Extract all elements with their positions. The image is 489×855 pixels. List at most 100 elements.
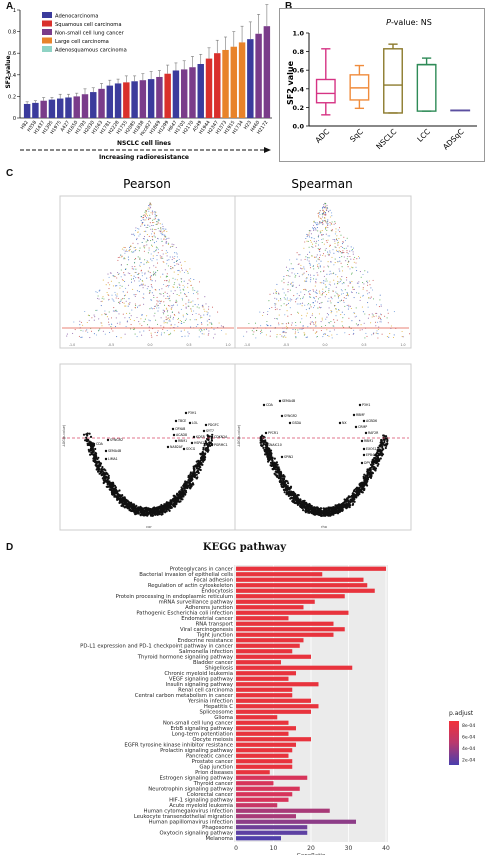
volcano-point: [357, 493, 360, 496]
scatter-point: [316, 264, 319, 266]
scatter-point: [338, 250, 340, 252]
scatter-point: [173, 244, 175, 246]
scatter-point: [154, 289, 156, 291]
scatter-point: [66, 335, 68, 337]
scatter-point: [341, 290, 343, 292]
kegg-bar: [236, 819, 356, 824]
scatter-point: [368, 280, 370, 282]
kegg-category-label: Prolactin signaling pathway: [160, 748, 233, 754]
scatter-point: [111, 298, 113, 300]
volcano-point: [142, 512, 145, 515]
scatter-point: [178, 321, 180, 323]
scatter-point: [352, 251, 354, 253]
scatter-point: [163, 283, 165, 286]
scatter-point: [200, 328, 202, 330]
volcano-point: [184, 489, 187, 492]
scatter-point: [279, 309, 281, 311]
scatter-point: [278, 292, 280, 294]
scatter-point: [121, 248, 123, 250]
scatter-point: [311, 237, 313, 239]
volcano-point: [197, 471, 200, 474]
volcano-point: [373, 466, 376, 469]
scatter-point: [168, 320, 170, 322]
pearson-gene-label: KDSR: [196, 435, 206, 439]
scatter-point: [208, 306, 210, 308]
scatter-point: [183, 286, 185, 288]
panel-a-x-tick-label: H460: [249, 120, 261, 134]
scatter-point: [324, 324, 327, 327]
scatter-point: [182, 314, 184, 316]
scatter-point: [139, 323, 141, 325]
scatter-point: [177, 274, 179, 276]
scatter-point: [150, 253, 152, 255]
spearman-gene-label: P3H1: [362, 403, 370, 407]
scatter-point: [274, 297, 276, 299]
scatter-point: [349, 281, 352, 283]
scatter-point: [171, 307, 173, 309]
scatter-point: [326, 229, 328, 231]
scatter-point: [116, 285, 118, 287]
volcano-point: [366, 468, 369, 471]
scatter-point: [202, 306, 204, 308]
scatter-point: [283, 297, 285, 299]
scatter-point: [326, 207, 328, 209]
scatter-point: [173, 314, 175, 316]
scatter-point: [342, 317, 344, 319]
scatter-point: [188, 333, 190, 335]
scatter-point: [353, 261, 355, 263]
scatter-point: [319, 217, 321, 219]
scatter-point: [321, 214, 323, 216]
scatter-point: [357, 325, 359, 327]
scatter-point: [157, 252, 159, 254]
scatter-point: [274, 289, 276, 291]
scatter-point: [306, 277, 308, 279]
volcano-point: [200, 456, 203, 459]
volcano-point: [332, 511, 336, 515]
scatter-point: [300, 291, 302, 293]
volcano-point: [273, 457, 276, 460]
scatter-point: [217, 311, 219, 313]
volcano-point: [287, 490, 290, 494]
scatter-point: [147, 219, 150, 221]
volcano-point: [269, 461, 273, 464]
scatter-point: [170, 266, 172, 268]
scatter-point: [187, 283, 189, 285]
volcano-point: [109, 485, 113, 489]
scatter-point: [146, 288, 148, 290]
scatter-point: [80, 321, 82, 323]
scatter-point: [321, 282, 323, 284]
scatter-point: [159, 255, 161, 257]
volcano-point: [316, 508, 319, 511]
scatter-point: [97, 295, 99, 297]
scatter-point: [165, 307, 167, 309]
scatter-point: [130, 324, 132, 326]
volcano-point: [189, 478, 192, 481]
scatter-point: [102, 279, 104, 281]
volcano-point: [85, 433, 88, 436]
scatter-point: [129, 318, 131, 320]
scatter-point: [140, 215, 143, 218]
panel-a-x-tick-label: H82: [20, 120, 30, 131]
scatter-point: [314, 291, 316, 293]
kegg-bar: [236, 588, 375, 593]
volcano-point: [380, 441, 383, 444]
volcano-point: [183, 486, 186, 489]
scatter-point: [291, 299, 293, 301]
volcano-point: [110, 488, 113, 492]
scatter-point: [100, 300, 102, 302]
scatter-point: [278, 300, 280, 302]
scatter-point: [318, 302, 321, 305]
scatter-point: [320, 294, 322, 296]
scatter-point: [153, 294, 155, 296]
volcano-point: [383, 439, 386, 442]
scatter-point: [156, 247, 158, 249]
volcano-point: [297, 501, 300, 504]
spearman-gene-point: [278, 399, 282, 403]
scatter-point: [144, 318, 146, 320]
scatter-point: [262, 314, 264, 317]
scatter-point: [317, 236, 320, 238]
scatter-point: [141, 275, 143, 277]
kegg-category-label: Pathogenic Escherichia coli infection: [136, 610, 233, 616]
scatter-point: [99, 328, 101, 330]
scatter-point: [168, 259, 170, 261]
